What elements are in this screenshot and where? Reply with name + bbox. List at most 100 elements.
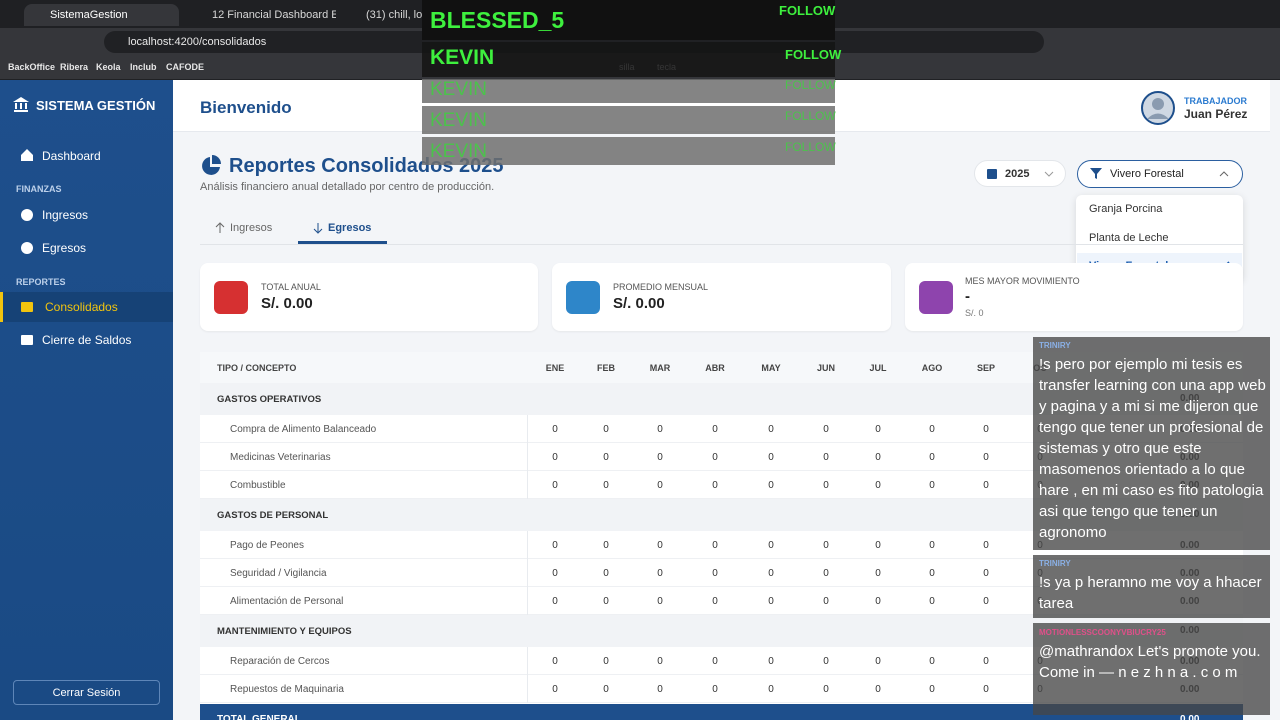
browser-tab[interactable]: (31) chill, lofi & s [366,9,425,21]
group-name: GASTOS DE PERSONAL [217,510,329,521]
card-value: - [965,288,970,305]
row-concept: Compra de Alimento Balanceado [230,424,377,435]
group-name: GASTOS OPERATIVOS [217,394,322,405]
cell-value: 0 [983,684,989,695]
cell-value: 0 [929,452,935,463]
chat-message-box [1033,337,1270,550]
concept-divider [527,559,528,587]
bookmark[interactable]: BackOffice [8,62,56,72]
summary-card [905,263,1243,331]
cell-value: 0 [823,452,829,463]
nav-item[interactable]: Dashboard [42,149,101,163]
cell-value: 0 [552,424,558,435]
alert-box [422,106,835,134]
cell-value: 0 [823,480,829,491]
cell-value: 0 [657,684,663,695]
browser-tab[interactable]: 12 Financial Dashboard Exampl [212,9,336,21]
concept-divider [527,531,528,559]
nav-item[interactable]: Cierre de Saldos [42,333,132,347]
cell-value: 0 [712,568,718,579]
cell-value: 0 [875,596,881,607]
cell-value: 0 [603,568,609,579]
row-line [200,614,1243,615]
alert-action: FOLLOW [785,47,842,62]
footer-row [200,704,1243,720]
row-concept: Alimentación de Personal [230,596,344,607]
cell-value: 0 [983,424,989,435]
cell-value: 0 [657,540,663,551]
cell-value: 0 [768,684,774,695]
row-line [200,702,1243,703]
chat-user: TRINIRY [1039,341,1071,350]
card-label: MES MAYOR MOVIMIENTO [965,276,1080,286]
nav-section: REPORTES [16,277,66,287]
column-header: JUL [869,363,887,373]
dropdown-option[interactable]: Planta de Leche [1089,232,1169,244]
column-header: TIPO / CONCEPTO [217,363,297,373]
tab[interactable]: Egresos [328,222,372,234]
footer-total: 0.00 [1180,714,1200,720]
column-header: ABR [705,363,725,373]
cell-value: 0 [603,452,609,463]
row-line [200,498,1243,499]
alert-name: KEVIN [430,46,495,69]
cell-value: 0 [657,424,663,435]
bookmark[interactable]: Inclub [130,62,157,72]
card-label: TOTAL ANUAL [261,282,321,292]
cell-value: 0 [603,596,609,607]
chat-text: !s ya p heramno me voy a hhacer tarea [1039,574,1262,612]
cell-value: 0 [603,684,609,695]
row-line [200,470,1243,471]
cell-value: 0 [552,568,558,579]
cell-value: 0 [929,656,935,667]
user-role: TRABAJADOR [1184,96,1247,106]
cell-value: 0 [983,656,989,667]
cell-value: 0 [712,480,718,491]
cell-value: 0 [603,424,609,435]
alert-box [422,79,835,103]
chat-text: @mathrandox Let's promote you. Come in —… [1039,643,1261,681]
cell-value: 0 [603,656,609,667]
cell-value: 0 [929,596,935,607]
center-select[interactable]: Vivero Forestal [1077,160,1243,188]
alert-name: KEVIN [430,110,488,131]
select-icons [987,168,1229,179]
nav-icons [21,149,33,345]
cell-value: 0 [768,480,774,491]
cell-value: 0 [657,480,663,491]
cell-value: 0 [929,684,935,695]
cell-value: 0 [875,684,881,695]
cell-value: 0 [768,424,774,435]
nav-item[interactable]: Ingresos [42,208,89,222]
cell-value: 0 [983,452,989,463]
cell-value: 0 [712,452,718,463]
cell-value: 0 [712,424,718,435]
cell-value: 0 [657,656,663,667]
cell-value: 0 [823,596,829,607]
avatar[interactable] [1141,91,1175,125]
column-header: MAR [649,363,671,373]
bookmark[interactable]: Ribera [60,62,89,72]
cell-value: 0 [983,568,989,579]
tab[interactable]: Ingresos [230,222,273,234]
cell-value: 0 [983,596,989,607]
browser-tab[interactable]: SistemaGestion [24,4,179,26]
user-name: Juan Pérez [1184,107,1248,121]
concept-divider [527,415,528,443]
dropdown-option[interactable]: Granja Porcina [1089,203,1163,215]
bookmark[interactable]: CAFODE [166,62,204,72]
cell-value: 0 [983,480,989,491]
row-concept: Reparación de Cercos [230,656,330,667]
card-label: PROMEDIO MENSUAL [613,282,709,292]
nav-item[interactable]: Consolidados [0,292,173,322]
summary-card [200,263,538,331]
cell-value: 0 [768,452,774,463]
cell-value: 0 [657,452,663,463]
cell-value: 0 [875,568,881,579]
nav-item[interactable]: Egresos [42,241,87,255]
logout-button[interactable]: Cerrar Sesión [13,680,160,705]
bookmark[interactable]: Keola [96,62,121,72]
chat-message-box [1033,555,1270,618]
cell-value: 0 [552,596,558,607]
